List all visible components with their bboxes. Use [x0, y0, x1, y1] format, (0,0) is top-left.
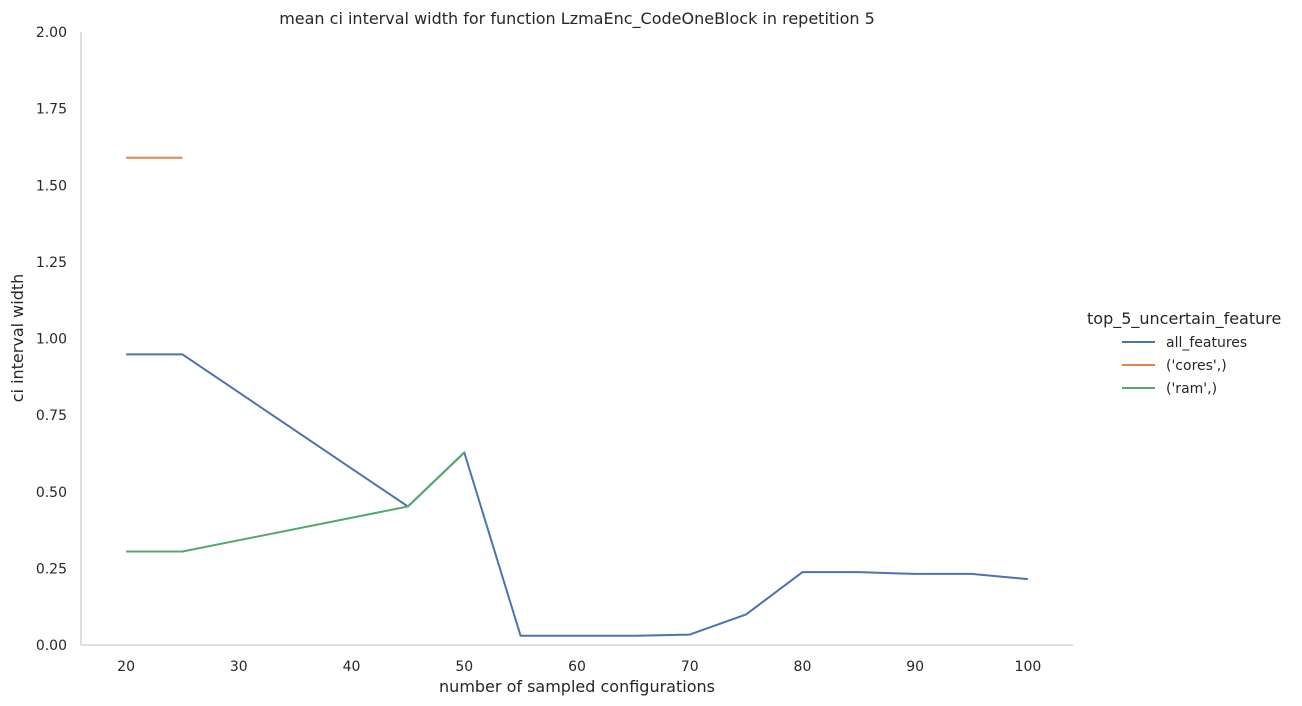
- legend-label: ('cores',): [1166, 358, 1227, 374]
- y-tick-label: 1.50: [36, 178, 67, 194]
- legend-items: all_features ('cores',) ('ram',): [1122, 335, 1247, 397]
- legend-label: ('ram',): [1166, 381, 1217, 397]
- chart-title: mean ci interval width for function Lzma…: [279, 9, 875, 29]
- x-tick-label: 70: [681, 659, 699, 675]
- y-axis-label: ci interval width: [8, 274, 27, 403]
- y-tick-label: 1.25: [36, 255, 67, 271]
- x-tick-label: 60: [568, 659, 586, 675]
- y-tick-label: 0.75: [36, 408, 67, 424]
- series-line-0: [126, 353, 1028, 637]
- y-tick-label: 0.50: [36, 485, 67, 501]
- x-tick-label: 100: [1015, 659, 1042, 675]
- x-tick-label: 40: [343, 659, 361, 675]
- y-tick-label: 2.00: [36, 25, 67, 41]
- series-line-2: [126, 451, 465, 553]
- y-tick-label: 0.25: [36, 561, 67, 577]
- series-lines: [126, 156, 1028, 637]
- x-tick-label: 20: [117, 659, 135, 675]
- x-tick-label: 30: [230, 659, 248, 675]
- legend: top_5_uncertain_feature all_features ('co…: [1087, 309, 1281, 397]
- x-axis-ticks: 20 30 40 50 60 70 80 90 100: [117, 659, 1041, 675]
- legend-title: top_5_uncertain_feature: [1087, 309, 1281, 329]
- y-tick-label: 1.75: [36, 102, 67, 118]
- legend-label: all_features: [1166, 335, 1247, 351]
- x-tick-label: 90: [906, 659, 924, 675]
- x-axis-label: number of sampled configurations: [439, 677, 715, 696]
- y-tick-label: 1.00: [36, 332, 67, 348]
- x-tick-label: 50: [455, 659, 473, 675]
- y-axis-ticks: 0.00 0.25 0.50 0.75 1.00 1.25 1.50 1.75 2.00: [36, 25, 67, 654]
- y-tick-label: 0.00: [36, 638, 67, 654]
- x-tick-label: 80: [794, 659, 812, 675]
